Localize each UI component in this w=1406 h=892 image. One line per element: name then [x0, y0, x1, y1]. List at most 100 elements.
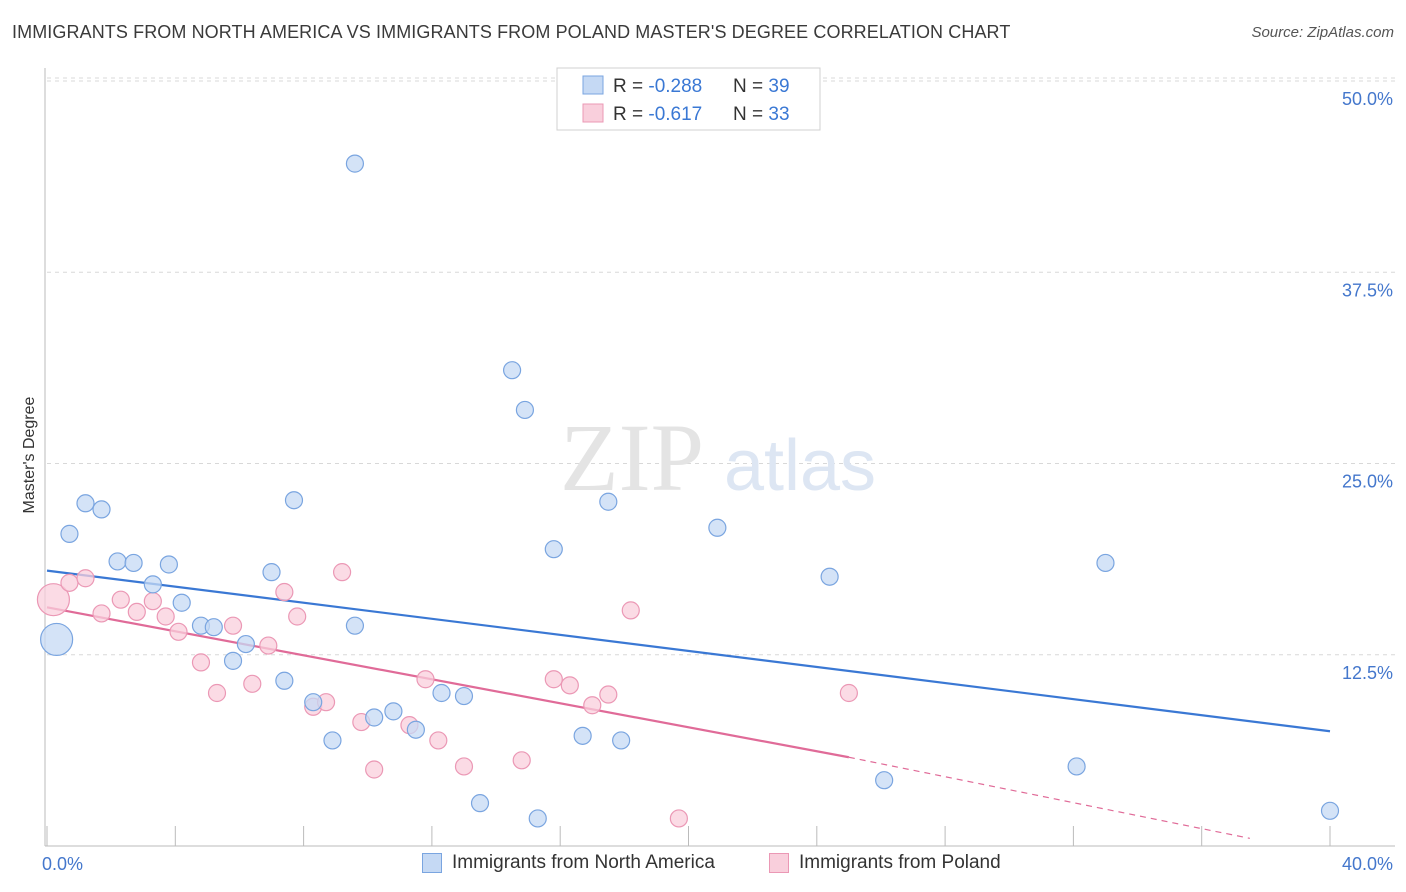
point-north-america	[262, 563, 281, 582]
point-poland	[544, 670, 563, 689]
point-poland	[92, 604, 111, 623]
point-north-america	[92, 500, 111, 519]
point-poland	[191, 653, 211, 672]
point-poland	[169, 622, 188, 641]
point-poland	[60, 573, 79, 592]
point-north-america	[143, 575, 162, 594]
trend-line-north-america	[46, 569, 1331, 733]
x-tick-label: 0.0%	[42, 854, 83, 874]
point-poland	[621, 601, 640, 620]
point-north-america	[60, 524, 79, 543]
point-poland	[599, 685, 618, 704]
point-poland	[259, 636, 278, 655]
point-poland	[36, 583, 71, 617]
point-north-america	[502, 361, 522, 380]
trend-line-poland	[46, 606, 850, 759]
point-north-america	[515, 400, 535, 420]
point-poland	[111, 590, 130, 609]
legend-item-north-america[interactable]: Immigrants from North America	[422, 852, 715, 874]
legend-item-poland[interactable]: Immigrants from Poland	[769, 852, 1001, 874]
legend-r-label: R =	[613, 76, 648, 97]
legend-r-value: -0.288	[648, 76, 702, 97]
y-tick-label: 12.5%	[1342, 663, 1393, 683]
point-poland	[127, 602, 146, 622]
point-north-america	[76, 494, 95, 513]
point-north-america	[323, 731, 342, 750]
trend-lines	[46, 569, 1331, 839]
point-poland	[669, 809, 688, 828]
point-poland	[512, 751, 531, 770]
point-poland	[365, 760, 384, 779]
legend-label: Immigrants from North America	[452, 852, 715, 873]
point-poland	[207, 683, 227, 703]
watermark-zip: ZIP	[560, 404, 704, 511]
point-poland	[583, 696, 602, 715]
legend-swatch	[422, 853, 442, 873]
legend-r-value: -0.617	[648, 104, 702, 125]
point-north-america	[236, 634, 255, 654]
point-poland	[454, 757, 474, 776]
point-poland	[332, 563, 352, 582]
point-north-america	[159, 555, 178, 574]
point-north-america	[1067, 757, 1086, 776]
watermark: ZIP atlas	[560, 404, 876, 511]
point-north-america	[406, 720, 425, 739]
y-tick-label: 37.5%	[1342, 280, 1393, 300]
point-north-america	[1096, 553, 1115, 573]
point-north-america	[528, 809, 547, 828]
point-poland	[223, 616, 243, 635]
point-poland	[416, 670, 435, 689]
legend-n-value: 33	[768, 104, 789, 125]
point-north-america	[304, 693, 323, 712]
legend-swatch-poland	[582, 103, 604, 123]
data-points	[36, 154, 1340, 828]
point-north-america	[599, 492, 618, 511]
point-north-america	[875, 771, 894, 790]
trend-line-poland-extrapolated	[848, 756, 1250, 839]
point-north-america	[124, 553, 143, 573]
point-north-america	[544, 540, 563, 559]
source-credit: Source: ZipAtlas.com	[1251, 24, 1394, 41]
point-north-america	[284, 491, 304, 510]
legend-n-value: 39	[768, 76, 789, 97]
legend-swatch-north-america	[582, 75, 604, 95]
point-north-america	[1320, 801, 1340, 820]
point-north-america	[345, 616, 365, 635]
point-poland	[429, 731, 448, 750]
point-north-america	[470, 794, 490, 813]
y-tick-label: 50.0%	[1342, 89, 1393, 109]
point-poland	[243, 674, 262, 693]
point-poland	[156, 607, 175, 626]
svg-text:R = -0.288: R = -0.288	[613, 76, 702, 97]
svg-text:R = -0.617: R = -0.617	[613, 104, 702, 125]
point-north-america	[708, 518, 727, 537]
point-north-america	[573, 726, 592, 745]
legend-swatch	[769, 853, 789, 873]
point-north-america	[40, 622, 74, 657]
point-north-america	[612, 731, 631, 750]
watermark-atlas: atlas	[724, 426, 876, 506]
point-north-america	[204, 618, 223, 637]
chart-title: IMMIGRANTS FROM NORTH AMERICA VS IMMIGRA…	[12, 22, 1011, 42]
legend-n-label: N =	[733, 76, 768, 97]
tick-labels: 12.5% 25.0% 37.5% 50.0% 0.0% 40.0%	[42, 89, 1393, 874]
point-north-america	[365, 708, 384, 727]
series-legend: Immigrants from North America Immigrants…	[0, 850, 1406, 880]
point-north-america	[820, 567, 839, 586]
svg-text:N = 39: N = 39	[733, 76, 790, 97]
point-north-america	[454, 686, 474, 706]
point-poland	[76, 569, 95, 588]
point-poland	[288, 607, 307, 626]
point-north-america	[345, 154, 365, 173]
axes	[44, 68, 1395, 847]
x-tick-label: 40.0%	[1342, 854, 1393, 874]
point-north-america	[172, 593, 191, 612]
point-poland	[839, 683, 858, 703]
gridlines	[47, 77, 1395, 656]
legend-n-label: N =	[733, 104, 768, 125]
point-poland	[560, 676, 579, 695]
point-poland	[143, 592, 162, 611]
y-axis-label: Master's Degree	[21, 396, 38, 513]
point-north-america	[223, 651, 243, 670]
point-north-america	[108, 552, 127, 571]
